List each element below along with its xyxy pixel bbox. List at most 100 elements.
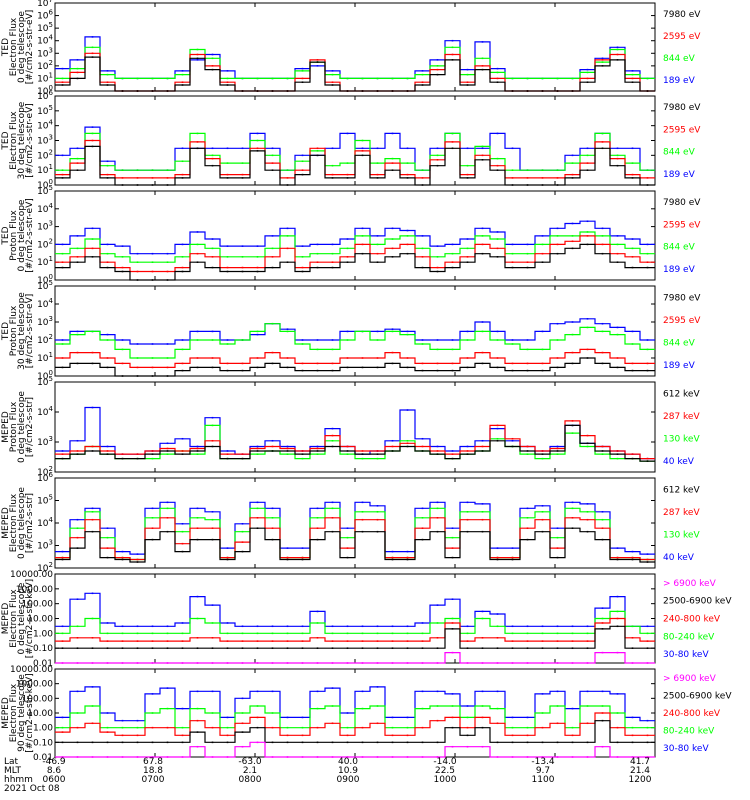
data-point <box>316 756 319 758</box>
y-tick-label: 105 <box>37 184 53 197</box>
data-point <box>301 369 304 372</box>
y-tick-label: 105 <box>37 494 53 507</box>
data-point <box>541 640 544 642</box>
data-point <box>466 518 469 521</box>
data-point <box>466 450 469 452</box>
data-point <box>241 745 244 748</box>
data-point <box>361 530 364 533</box>
data-point <box>496 722 499 725</box>
tick-lat-6: 41.7 <box>629 757 651 767</box>
data-point <box>346 556 349 559</box>
data-point <box>391 330 394 333</box>
data-point <box>286 261 289 263</box>
data-point <box>556 741 559 744</box>
data-point <box>421 516 424 519</box>
data-point <box>256 516 259 519</box>
data-point <box>376 147 379 150</box>
data-point <box>601 445 604 448</box>
data-point <box>211 511 214 513</box>
data-point <box>406 409 409 411</box>
data-point <box>376 177 379 179</box>
data-point <box>121 457 124 460</box>
data-point <box>211 756 214 758</box>
data-point <box>601 227 604 230</box>
data-point <box>526 538 529 541</box>
data-point <box>586 511 589 513</box>
data-point <box>271 362 274 365</box>
data-point <box>91 686 94 688</box>
data-point <box>481 518 484 521</box>
data-point <box>91 592 94 595</box>
data-point <box>631 73 634 76</box>
y-tick-label: 102 <box>37 148 53 161</box>
data-point <box>541 511 544 513</box>
data-point <box>526 453 529 455</box>
data-point <box>166 169 169 171</box>
data-point <box>241 256 244 258</box>
data-point <box>151 507 154 510</box>
data-point <box>391 632 394 635</box>
data-point <box>571 247 574 250</box>
data-point <box>181 726 184 729</box>
data-point <box>106 70 109 72</box>
data-point <box>106 261 109 263</box>
data-point <box>121 756 124 758</box>
data-point <box>271 756 274 758</box>
data-point <box>136 647 139 649</box>
data-point <box>331 81 334 84</box>
data-point <box>166 530 169 533</box>
y-tick-label: 100 <box>37 273 53 286</box>
data-point <box>226 266 229 269</box>
data-point <box>286 558 289 561</box>
data-point <box>106 640 109 642</box>
data-point <box>646 632 649 635</box>
data-point <box>421 369 424 372</box>
data-point <box>496 71 499 74</box>
data-point <box>526 741 529 744</box>
data-point <box>556 322 559 325</box>
data-point <box>151 527 154 530</box>
data-point <box>76 333 79 336</box>
data-point <box>256 632 259 635</box>
data-point <box>151 632 154 635</box>
data-point <box>271 712 274 714</box>
data-point <box>541 518 544 521</box>
data-point <box>91 238 94 240</box>
data-point <box>496 547 499 549</box>
data-point <box>196 445 199 448</box>
data-point <box>601 57 604 60</box>
data-point <box>121 270 124 273</box>
data-point <box>316 150 319 152</box>
data-point <box>616 457 619 460</box>
data-point <box>406 439 409 442</box>
data-point <box>616 625 619 628</box>
data-point <box>511 741 514 744</box>
data-point <box>451 547 454 549</box>
data-point <box>91 741 94 744</box>
data-point <box>241 173 244 176</box>
data-point <box>241 270 244 273</box>
data-point <box>466 647 469 649</box>
data-point <box>601 351 604 354</box>
data-point <box>616 243 619 246</box>
data-point <box>346 453 349 455</box>
data-point <box>136 77 139 80</box>
data-point <box>346 445 349 448</box>
data-point <box>106 333 109 336</box>
tick-hhmm-6: 1200 <box>628 775 652 785</box>
data-point <box>646 734 649 737</box>
data-point <box>646 561 649 563</box>
data-point <box>316 538 319 541</box>
data-point <box>646 457 649 460</box>
y-tick-label: 1.00 <box>33 724 53 734</box>
data-point <box>571 240 574 243</box>
data-point <box>61 662 64 664</box>
data-point <box>526 369 529 372</box>
data-point <box>286 366 289 369</box>
data-point <box>256 647 259 649</box>
data-point <box>541 77 544 80</box>
data-point <box>211 636 214 639</box>
data-point <box>436 68 439 71</box>
y-tick-label: 104 <box>37 516 53 529</box>
data-point <box>301 160 304 163</box>
